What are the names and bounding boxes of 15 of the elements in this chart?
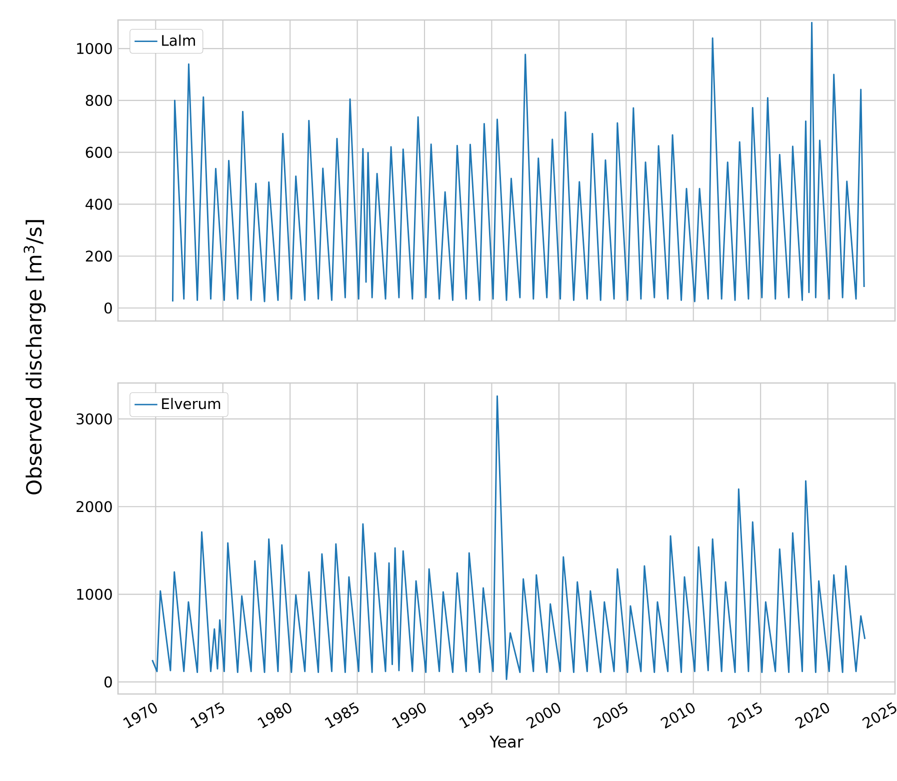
y-tick-label: 800 [86,94,112,106]
y-tick-label: 600 [86,146,112,158]
y-tick-label: 3000 [76,413,112,424]
y-tick-label: 0 [104,302,112,314]
y-tick-label: 400 [86,198,112,210]
y-tick-label: 1000 [77,588,112,600]
y-tick-label: 1000 [77,42,112,54]
legend-label: Elverum [162,398,220,410]
y-axis-title: Observed discharge [m$^{3}$/s] [24,220,46,494]
y-tick-label: 2000 [76,501,112,512]
line-series [152,395,866,680]
x-axis-title: Year [490,736,524,748]
y-tick-label: 200 [86,250,112,262]
legend-label: Lalm [162,34,195,46]
y-tick-label: 0 [104,676,112,688]
